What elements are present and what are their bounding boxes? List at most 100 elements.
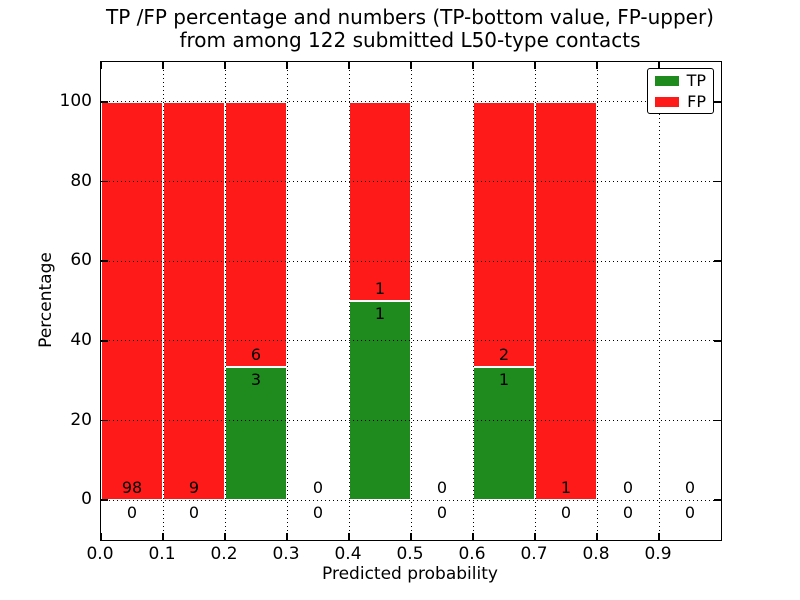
fp-bar-segment bbox=[349, 101, 411, 301]
y-tick-mark-right bbox=[714, 101, 721, 103]
x-tick-mark-top bbox=[100, 62, 102, 69]
y-tick-mark bbox=[101, 260, 108, 262]
y-tick-mark bbox=[101, 180, 108, 183]
v-gridline bbox=[658, 62, 660, 540]
x-tick-mark-top bbox=[596, 62, 598, 69]
y-tick-label: 40 bbox=[70, 329, 92, 350]
legend: TP FP bbox=[647, 68, 714, 114]
tp-count-label: 0 bbox=[622, 503, 634, 523]
v-gridline bbox=[348, 62, 350, 540]
fp-count-label: 0 bbox=[436, 478, 448, 498]
tp-bar-segment bbox=[349, 301, 411, 501]
x-tick-mark bbox=[100, 533, 102, 540]
tp-count-label: 0 bbox=[312, 503, 324, 523]
x-tick-label: 0.4 bbox=[334, 544, 362, 564]
x-tick-mark bbox=[658, 533, 660, 540]
y-tick-mark bbox=[101, 499, 108, 501]
fp-count-label: 0 bbox=[312, 478, 324, 498]
x-tick-mark-top bbox=[658, 62, 660, 69]
x-tick-label: 0.2 bbox=[210, 544, 238, 564]
fp-legend-swatch bbox=[655, 96, 680, 107]
x-tick-mark bbox=[472, 533, 474, 540]
x-tick-mark-top bbox=[162, 62, 164, 69]
v-gridline bbox=[162, 62, 164, 540]
fp-bar-segment bbox=[101, 101, 163, 501]
x-tick-label: 0.7 bbox=[520, 544, 548, 564]
x-tick-mark-top bbox=[534, 62, 536, 69]
grid-layer bbox=[101, 62, 721, 540]
tp-count-label: 0 bbox=[126, 503, 138, 523]
y-tick-mark-right bbox=[714, 340, 721, 342]
x-tick-mark-top bbox=[286, 62, 288, 69]
x-tick-label: 0.6 bbox=[458, 544, 486, 564]
fp-bar-segment bbox=[473, 101, 535, 368]
fp-count-label: 0 bbox=[622, 478, 634, 498]
y-tick-label: 60 bbox=[70, 250, 92, 271]
y-tick-mark bbox=[101, 419, 108, 422]
legend-item-tp: TP bbox=[655, 70, 706, 90]
tp-count-label: 0 bbox=[188, 503, 200, 523]
legend-item-fp: FP bbox=[655, 91, 706, 111]
x-tick-label: 0.5 bbox=[396, 544, 424, 564]
y-tick-mark-right bbox=[714, 180, 721, 183]
x-tick-mark bbox=[162, 533, 164, 540]
y-tick-label: 100 bbox=[59, 90, 92, 111]
v-gridline bbox=[286, 62, 288, 540]
y-tick-label: 0 bbox=[81, 489, 92, 510]
fp-bar-segment bbox=[535, 101, 597, 501]
x-tick-label: 0.9 bbox=[644, 544, 672, 564]
x-tick-label: 0.8 bbox=[582, 544, 610, 564]
v-gridline bbox=[410, 62, 412, 540]
tp-count-label: 1 bbox=[374, 304, 386, 323]
x-tick-mark bbox=[224, 533, 226, 540]
x-tick-mark bbox=[286, 533, 288, 540]
x-tick-mark bbox=[596, 533, 598, 540]
tick-marks-layer bbox=[100, 62, 721, 540]
tp-count-label: 1 bbox=[498, 370, 510, 390]
y-tick-mark bbox=[101, 101, 108, 103]
y-tick-mark-right bbox=[714, 260, 721, 262]
fp-legend-label: FP bbox=[687, 91, 706, 111]
x-tick-mark bbox=[410, 533, 412, 540]
x-tick-mark-top bbox=[348, 62, 350, 69]
v-gridline bbox=[224, 62, 226, 540]
fp-count-label: 1 bbox=[560, 478, 572, 498]
tp-bar-segment bbox=[473, 367, 535, 501]
fp-bar-segment bbox=[225, 101, 287, 368]
x-tick-label: 0.3 bbox=[272, 544, 300, 564]
y-tick-label: 80 bbox=[70, 170, 92, 191]
y-tick-label: 20 bbox=[70, 409, 92, 430]
x-tick-mark-top bbox=[224, 62, 226, 69]
x-tick-label: 0.0 bbox=[86, 544, 114, 564]
tp-count-label: 0 bbox=[560, 503, 572, 523]
plot-area: 98 0 9 0 6 3 0 0 1 1 0 0 2 1 1 0 0 0 0 0 TP FP bbox=[100, 61, 722, 541]
y-tick-mark bbox=[101, 340, 108, 342]
v-gridline bbox=[534, 62, 536, 540]
tp-count-label: 0 bbox=[436, 503, 448, 523]
x-tick-mark-top bbox=[472, 62, 474, 69]
fp-count-label: 9 bbox=[188, 478, 200, 498]
chart-title-line2: from among 122 submitted L50-type contac… bbox=[179, 28, 641, 52]
chart-title-line1: TP /FP percentage and numbers (TP-bottom… bbox=[106, 5, 714, 29]
fp-count-label: 0 bbox=[684, 478, 696, 498]
bars-layer bbox=[101, 62, 721, 540]
fp-count-label: 6 bbox=[250, 345, 262, 365]
tp-legend-swatch bbox=[655, 75, 679, 86]
x-tick-label: 0.1 bbox=[148, 544, 176, 564]
y-tick-mark-right bbox=[714, 419, 721, 422]
fp-count-label: 98 bbox=[121, 478, 143, 498]
tp-count-label: 0 bbox=[684, 503, 696, 523]
fp-count-label: 1 bbox=[374, 279, 386, 298]
tp-count-label: 3 bbox=[250, 370, 262, 390]
annotations-layer: 98 0 9 0 6 3 0 0 1 1 0 0 2 1 1 0 0 0 0 0 bbox=[101, 62, 721, 540]
tp-legend-label: TP bbox=[686, 70, 706, 90]
chart-title: TP /FP percentage and numbers (TP-bottom… bbox=[100, 6, 720, 52]
v-gridline bbox=[472, 62, 474, 540]
x-tick-mark bbox=[348, 533, 350, 540]
y-tick-mark-right bbox=[714, 499, 721, 501]
x-tick-mark-top bbox=[410, 62, 412, 69]
x-axis-label: Predicted probability bbox=[322, 564, 498, 584]
x-tick-mark bbox=[534, 533, 536, 540]
fp-count-label: 2 bbox=[498, 345, 510, 365]
